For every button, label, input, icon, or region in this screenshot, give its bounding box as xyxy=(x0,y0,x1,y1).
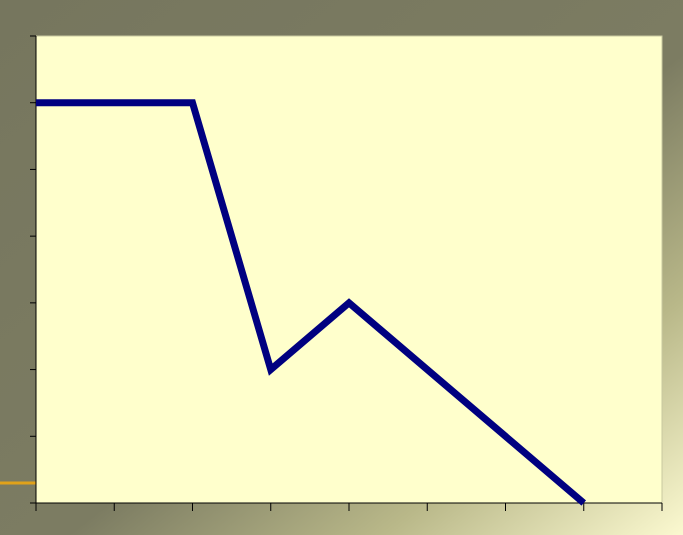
series-line-0 xyxy=(36,99,587,506)
x-axis-ticks xyxy=(35,503,663,511)
series-group xyxy=(35,99,587,506)
plot-area xyxy=(35,35,663,504)
y-axis-ticks xyxy=(30,35,36,504)
